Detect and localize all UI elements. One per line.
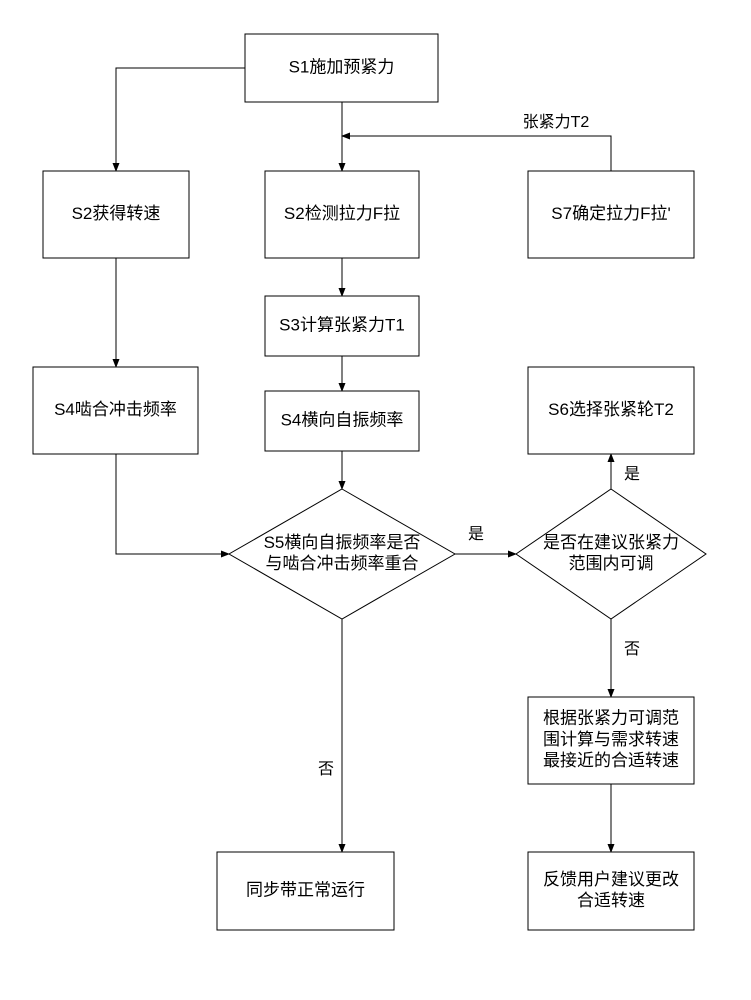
node-s1: S1施加预紧力 [245,34,438,102]
node-label-feedback-1: 合适转速 [577,891,645,910]
node-label-d2-1: 范围内可调 [569,554,654,573]
node-s5: S5横向自振频率是否与啮合冲击频率重合 [229,489,455,619]
node-s4left: S4啮合冲击频率 [33,367,198,454]
node-s6: S6选择张紧轮T2 [528,367,694,454]
edge-label-e10: 是 [624,466,640,483]
edge-e1 [116,68,245,171]
node-label-normal-0: 同步带正常运行 [246,880,365,899]
node-calc: 根据张紧力可调范围计算与需求转速最接近的合适转速 [528,697,694,784]
node-label-s7-0: S7确定拉力F拉' [551,204,670,223]
edge-label-e12: 否 [624,641,640,658]
node-label-s1-0: S1施加预紧力 [289,57,395,76]
node-label-s4left-0: S4啮合冲击频率 [54,400,177,419]
node-label-s5-1: 与啮合冲击频率重合 [266,554,419,573]
node-label-s5-0: S5横向自振频率是否 [264,533,421,552]
node-s7: S7确定拉力F拉' [528,171,694,258]
node-d2: 是否在建议张紧力范围内可调 [516,489,706,619]
node-s2mid: S2检测拉力F拉 [265,171,419,258]
edge-label-e14: 否 [318,761,334,778]
node-label-calc-0: 根据张紧力可调范 [543,709,679,728]
node-label-s3-0: S3计算张紧力T1 [279,315,405,334]
node-label-calc-1: 围计算与需求转速 [543,730,679,749]
node-s2left: S2获得转速 [43,171,189,258]
node-label-feedback-0: 反馈用户建议更改 [543,870,679,889]
node-label-s4mid-0: S4横向自振频率 [281,410,404,429]
node-label-d2-0: 是否在建议张紧力 [543,533,679,552]
node-label-calc-2: 最接近的合适转速 [543,751,679,770]
edge-e3 [342,136,611,171]
flowchart-canvas: 张紧力T2是是否否S1施加预紧力S2获得转速S2检测拉力F拉S7确定拉力F拉'S… [0,0,751,1000]
node-feedback: 反馈用户建议更改合适转速 [528,852,694,930]
edge-label-e9: 是 [468,526,484,543]
edge-label-e3: 张紧力T2 [523,113,590,131]
node-normal: 同步带正常运行 [217,852,394,930]
edge-e8 [116,454,229,554]
node-label-s2left-0: S2获得转速 [72,204,161,223]
node-s3: S3计算张紧力T1 [265,296,419,356]
node-label-s6-0: S6选择张紧轮T2 [548,400,674,419]
node-label-s2mid-0: S2检测拉力F拉 [284,204,400,223]
node-s4mid: S4横向自振频率 [265,391,419,451]
